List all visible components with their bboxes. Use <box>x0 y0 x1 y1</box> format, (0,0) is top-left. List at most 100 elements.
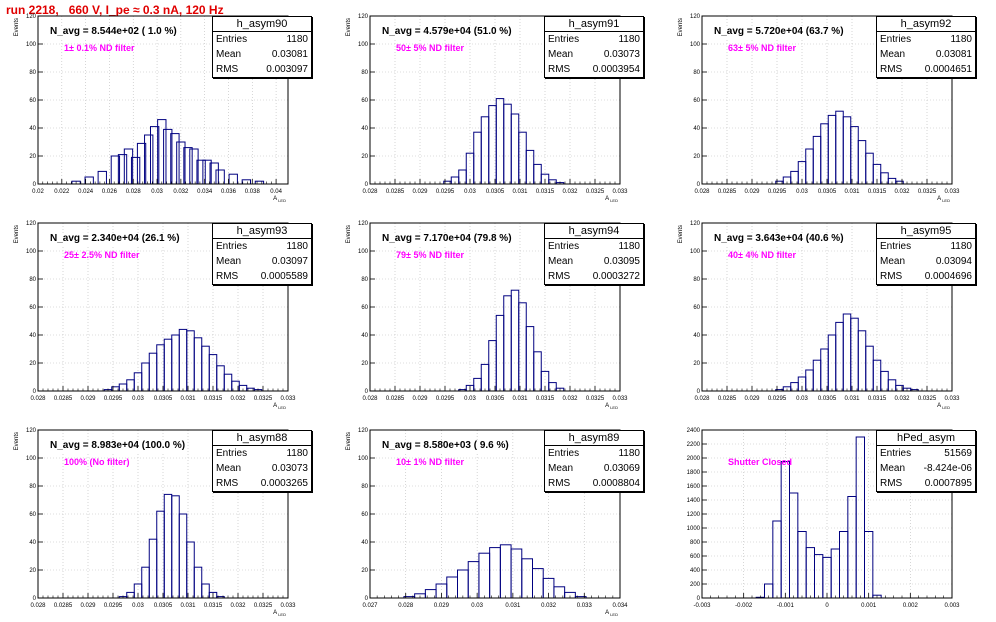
x-tick-label: 0.029 <box>412 189 428 195</box>
x-tick-label: 0.033 <box>280 396 296 402</box>
x-tick-label: 0.0295 <box>436 189 455 195</box>
y-tick-label: 20 <box>361 568 368 574</box>
y-tick-label: 20 <box>693 361 700 367</box>
y-axis-label: Events <box>14 432 20 450</box>
y-tick-label: 100 <box>358 456 369 462</box>
x-tick-label: 0.029 <box>434 603 450 609</box>
stats-row-mean: Mean 0.03073 <box>545 47 643 62</box>
x-tick-label: 0.001 <box>861 603 877 609</box>
filter-annotation: 10± 1% ND filter <box>396 457 464 467</box>
stats-label: Mean <box>216 49 242 60</box>
stats-label: Entries <box>880 34 912 45</box>
y-tick-label: 600 <box>690 554 701 560</box>
y-tick-label: 60 <box>693 98 700 104</box>
y-tick-label: 120 <box>358 221 369 227</box>
x-tick-label: -0.001 <box>777 603 795 609</box>
y-tick-label: 100 <box>26 456 37 462</box>
stats-title: h_asym95 <box>877 224 975 239</box>
x-tick-label: 0.03 <box>471 603 483 609</box>
y-axis-label: Events <box>346 432 352 450</box>
stats-row-rms: RMS 0.0005589 <box>213 269 311 284</box>
page-title: run 2218, 660 V, I_pe ≈ 0.3 nA, 120 Hz <box>6 3 224 17</box>
y-tick-label: 200 <box>690 582 701 588</box>
stats-row-mean: Mean 0.03094 <box>877 254 975 269</box>
histogram-panel: 0.028 0.0285 0.029 0.0295 0.03 0.0305 0.031 0.0… <box>664 207 996 414</box>
x-tick-label: 0.034 <box>197 189 213 195</box>
y-tick-label: 0 <box>33 596 37 602</box>
x-tick-label: 0.0315 <box>204 396 223 402</box>
histogram-panel: 0.027 0.028 0.029 0.03 0.031 0.032 0.033 0.034 0… <box>332 414 664 621</box>
x-tick-label: 0.003 <box>944 603 960 609</box>
stats-value: 1180 <box>950 241 972 252</box>
y-tick-label: 0 <box>33 389 37 395</box>
y-axis-label: Events <box>14 225 20 243</box>
y-tick-label: 20 <box>361 154 368 160</box>
y-tick-label: 20 <box>29 568 36 574</box>
y-tick-label: 0 <box>697 596 701 602</box>
stats-row-mean: Mean 0.03069 <box>545 461 643 476</box>
stats-label: Mean <box>548 256 574 267</box>
filter-annotation: 100% (No filter) <box>64 457 130 467</box>
y-tick-label: 0 <box>697 389 701 395</box>
histogram-panel: 0.028 0.0285 0.029 0.0295 0.03 0.0305 0.031 0.0… <box>0 207 332 414</box>
filter-annotation: 40± 4% ND filter <box>728 250 796 260</box>
filter-annotation: 25± 2.5% ND filter <box>64 250 140 260</box>
y-tick-label: 100 <box>690 42 701 48</box>
navg-label: N_avg = 5.720e+04 (63.7 %) <box>712 26 846 38</box>
x-tick-label: 0.0315 <box>536 396 555 402</box>
stats-value: 0.0003265 <box>260 478 308 489</box>
stats-label: Mean <box>216 463 242 474</box>
stats-label: Mean <box>216 256 242 267</box>
y-tick-label: 80 <box>29 484 36 490</box>
stats-value: 1180 <box>618 448 640 459</box>
stats-label: RMS <box>880 478 903 489</box>
x-axis-label: A LED <box>605 196 618 203</box>
stats-value: 0.003097 <box>266 64 308 75</box>
y-tick-label: 80 <box>693 70 700 76</box>
y-tick-label: 100 <box>26 42 37 48</box>
y-tick-label: 0 <box>33 182 37 188</box>
y-axis-label: Events <box>678 18 684 36</box>
stats-box: h_asym93 Entries 1180 Mean 0.03097 RMS 0.00055… <box>212 223 312 285</box>
stats-row-mean: Mean 0.03097 <box>213 254 311 269</box>
stats-row-rms: RMS 0.0004651 <box>877 62 975 77</box>
x-tick-label: 0.028 <box>30 396 46 402</box>
x-axis-label: A LED <box>273 403 286 410</box>
y-tick-label: 120 <box>690 221 701 227</box>
x-tick-label: 0.029 <box>744 189 760 195</box>
x-tick-label: 0.0295 <box>768 189 787 195</box>
histogram-panel: -0.003 -0.002 -0.001 0 0.001 0.002 0.003 0 200 40… <box>664 414 996 621</box>
stats-row-entries: Entries 51569 <box>877 446 975 461</box>
y-tick-label: 100 <box>26 249 37 255</box>
y-tick-label: 80 <box>29 70 36 76</box>
y-tick-label: 40 <box>693 333 700 339</box>
y-axis-label: Events <box>346 18 352 36</box>
x-tick-label: 0.002 <box>903 603 919 609</box>
y-axis-label: Events <box>14 18 20 36</box>
x-tick-label: 0.032 <box>894 396 910 402</box>
y-tick-label: 0 <box>365 389 369 395</box>
y-tick-label: 40 <box>361 333 368 339</box>
stats-box: hPed_asym Entries 51569 Mean -8.424e-06 RMS 0.… <box>876 430 976 492</box>
stats-value: -8.424e-06 <box>923 463 972 474</box>
stats-value: 0.0004651 <box>924 64 972 75</box>
x-tick-label: 0.0295 <box>104 396 123 402</box>
y-tick-label: 100 <box>358 42 369 48</box>
stats-title: h_asym90 <box>213 17 311 32</box>
stats-value: 0.0003272 <box>592 271 640 282</box>
x-tick-label: 0.033 <box>577 603 593 609</box>
x-tick-label: -0.003 <box>693 603 711 609</box>
stats-label: RMS <box>216 271 239 282</box>
x-tick-label: 0.0305 <box>154 603 173 609</box>
x-tick-label: 0.028 <box>126 189 142 195</box>
stats-row-mean: Mean 0.03095 <box>545 254 643 269</box>
x-axis-label: A LED <box>273 196 286 203</box>
x-tick-label: 0.0305 <box>154 396 173 402</box>
y-tick-label: 60 <box>29 98 36 104</box>
x-tick-label: 0.02 <box>32 189 44 195</box>
stats-label: Entries <box>880 448 912 459</box>
x-tick-label: 0.031 <box>512 189 528 195</box>
stats-label: Entries <box>216 448 248 459</box>
x-tick-label: 0.0315 <box>868 396 887 402</box>
x-tick-label: 0.032 <box>562 396 578 402</box>
